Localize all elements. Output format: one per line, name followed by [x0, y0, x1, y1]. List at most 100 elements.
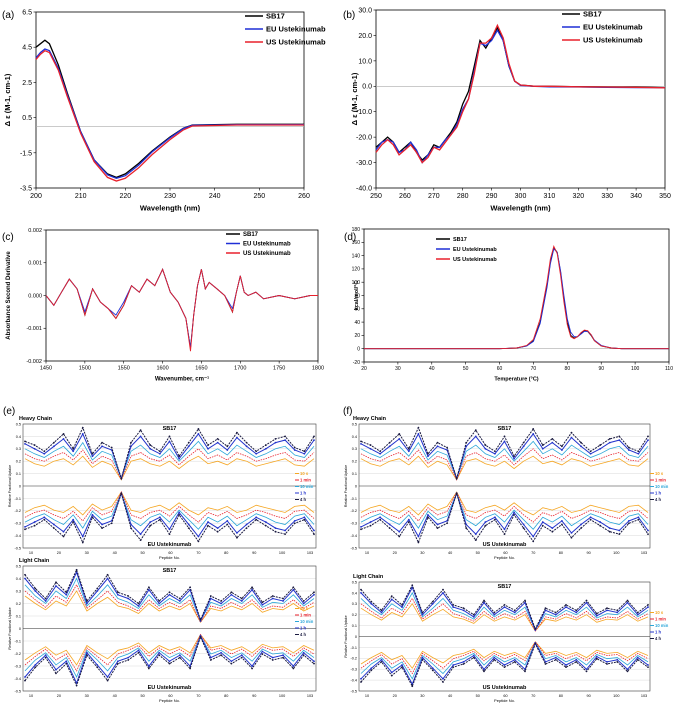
x-tick-label: 90 [586, 694, 590, 698]
data-point [551, 527, 554, 529]
x-tick-label: 280 [457, 193, 469, 200]
data-point [380, 611, 383, 614]
data-point [24, 577, 26, 580]
data-point [149, 521, 152, 523]
top-sample-label: SB17 [498, 426, 512, 432]
data-point [293, 519, 296, 522]
data-point [178, 656, 181, 659]
data-point [139, 539, 142, 542]
data-point [474, 435, 477, 438]
data-point [240, 600, 243, 602]
data-point [43, 516, 46, 519]
data-point [116, 593, 119, 596]
data-point [647, 435, 649, 438]
x-tick-label: 50 [140, 551, 144, 555]
data-point [431, 669, 434, 672]
data-point [636, 656, 639, 659]
x-tick-label: 90 [252, 551, 256, 555]
series-line-top-1-min [24, 448, 315, 481]
data-point [62, 530, 65, 533]
x-tick-label: 80 [559, 551, 563, 555]
data-point [465, 441, 468, 444]
x-tick-label: 90 [598, 366, 604, 372]
top-sample-label: SB17 [163, 568, 177, 574]
series-line-top-10-min [24, 440, 315, 480]
data-point [551, 441, 554, 444]
x-tick-label: 70 [196, 551, 200, 555]
bottom-sample-label: EU Ustekinumab [148, 685, 192, 691]
series-line-sb17 [35, 39, 304, 179]
legend-entry: 1 h [300, 626, 306, 631]
data-point [608, 527, 611, 529]
data-point [411, 586, 414, 589]
x-tick-label: 20 [361, 366, 367, 372]
legend-entry: SB17 [266, 12, 285, 21]
data-point [284, 529, 286, 532]
data-point [398, 530, 401, 533]
series-line-bottom-10-min [24, 492, 315, 530]
data-point [137, 602, 140, 605]
x-axis-label: Wavenumber, cm⁻¹ [155, 376, 209, 383]
x-tick-label: 30 [85, 694, 89, 698]
data-point [72, 450, 75, 453]
x-tick-label: 260 [298, 193, 310, 200]
data-point [370, 600, 373, 603]
data-point [554, 611, 557, 614]
data-point [484, 447, 487, 450]
y-tick-label: -0.002 [26, 359, 42, 365]
legend-entry: 1 min [655, 478, 666, 483]
data-point [532, 540, 535, 543]
data-point [554, 658, 557, 661]
data-point [207, 524, 209, 527]
data-point [513, 658, 516, 661]
x-tick-label: 250 [253, 193, 265, 200]
data-point [616, 658, 619, 661]
data-point [494, 516, 496, 519]
top-sample-label: SB17 [163, 426, 177, 432]
panel-label: (b) [343, 10, 355, 21]
data-point [360, 588, 362, 591]
data-point [130, 441, 132, 444]
data-point [282, 600, 284, 602]
x-tick-label: 103 [307, 694, 313, 698]
data-point [251, 665, 253, 667]
y-axis-label: Relative Fractional Uptake [344, 615, 348, 657]
y-tick-label: 0.5 [352, 580, 357, 584]
plot-frame [22, 565, 317, 692]
x-tick-label: 10 [365, 694, 369, 698]
data-point [370, 669, 373, 672]
plot-frame [363, 228, 670, 363]
data-point [647, 666, 649, 669]
y-axis-label: Absorbance Second Derivative [6, 251, 12, 340]
data-point [379, 516, 382, 519]
data-point [62, 535, 65, 538]
data-point [264, 524, 267, 527]
panel-label: (f) [343, 406, 352, 417]
data-point [465, 527, 468, 529]
panel-label: (d) [344, 232, 356, 243]
data-point [282, 597, 284, 600]
data-point [292, 586, 295, 589]
data-point [86, 600, 88, 602]
data-point [207, 444, 209, 446]
x-tick-label: 1600 [156, 366, 168, 372]
y-tick-label: 0.1 [352, 472, 357, 476]
data-point [532, 535, 535, 538]
series-line-top-4-h [24, 426, 315, 481]
x-tick-label: 40 [113, 551, 117, 555]
data-point [369, 524, 372, 527]
data-point [561, 449, 563, 451]
data-point [313, 660, 315, 663]
x-tick-label: 20 [57, 694, 61, 698]
series-line-top-10-s [24, 590, 315, 624]
bottom-sample-label: EU Ustekinumab [148, 542, 192, 548]
x-tick-label: 60 [503, 551, 507, 555]
data-point [220, 602, 223, 605]
data-point [86, 602, 88, 605]
data-point [226, 449, 229, 451]
y-axis-label: Δ ε (M-1, cm-1) [350, 72, 359, 125]
legend-entry: 10 s [300, 471, 309, 476]
data-point [401, 664, 403, 666]
data-point [580, 527, 582, 529]
data-point [197, 540, 200, 543]
